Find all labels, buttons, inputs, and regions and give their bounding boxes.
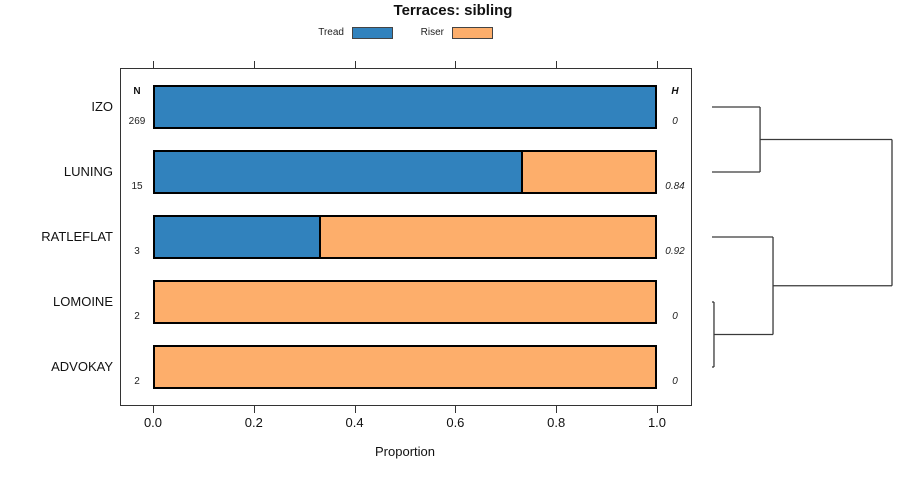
x-tick-top <box>455 61 457 68</box>
row-label-advokay: ADVOKAY <box>51 359 113 374</box>
x-tick-bottom <box>354 406 356 413</box>
legend-swatch-tread <box>352 27 393 39</box>
h-column-header: H <box>671 86 679 97</box>
legend-label-riser: Riser <box>420 27 444 38</box>
h-value-lomoine: 0 <box>672 311 678 322</box>
x-tick-label: 0.2 <box>244 415 263 430</box>
x-tick-top <box>657 61 658 68</box>
x-tick-bottom <box>556 406 558 413</box>
h-value-luning: 0.84 <box>665 181 685 192</box>
n-value-luning: 15 <box>131 181 143 192</box>
h-value-izo: 0 <box>672 116 678 127</box>
row-label-lomoine: LOMOINE <box>53 294 113 309</box>
n-column-header: N <box>133 86 141 97</box>
bar-ratleflat-tread <box>153 215 321 259</box>
row-label-izo: IZO <box>91 99 113 114</box>
h-value-advokay: 0 <box>672 376 678 387</box>
n-value-advokay: 2 <box>134 376 140 387</box>
chart-title: Terraces: sibling <box>393 2 513 19</box>
bar-advokay-riser <box>153 345 657 389</box>
x-tick-top <box>556 61 558 68</box>
x-tick-top <box>354 61 356 68</box>
x-tick-bottom <box>253 406 255 413</box>
x-tick-bottom <box>657 406 658 413</box>
x-axis-title: Proportion <box>375 444 435 459</box>
bar-izo-tread <box>153 85 657 129</box>
legend-swatch-riser <box>452 27 493 39</box>
row-label-luning: LUNING <box>63 164 113 179</box>
x-tick-label: 0.4 <box>345 415 364 430</box>
x-tick-label: 0.8 <box>547 415 566 430</box>
h-value-ratleflat: 0.92 <box>665 246 685 257</box>
n-value-lomoine: 2 <box>134 311 140 322</box>
x-tick-label: 0.6 <box>446 415 465 430</box>
x-tick-label: 0.0 <box>143 415 163 430</box>
bar-luning-tread <box>153 150 523 194</box>
x-tick-label: 1.0 <box>647 415 667 430</box>
x-tick-bottom <box>153 406 154 413</box>
x-tick-bottom <box>455 406 457 413</box>
legend-label-tread: Tread <box>318 27 344 38</box>
x-tick-top <box>253 61 255 68</box>
row-label-ratleflat: RATLEFLAT <box>41 229 113 244</box>
bar-luning-riser <box>520 150 657 194</box>
n-value-izo: 269 <box>128 116 146 127</box>
n-value-ratleflat: 3 <box>134 246 140 257</box>
bar-ratleflat-riser <box>318 215 657 259</box>
x-tick-top <box>153 61 154 68</box>
bar-lomoine-riser <box>153 280 657 324</box>
